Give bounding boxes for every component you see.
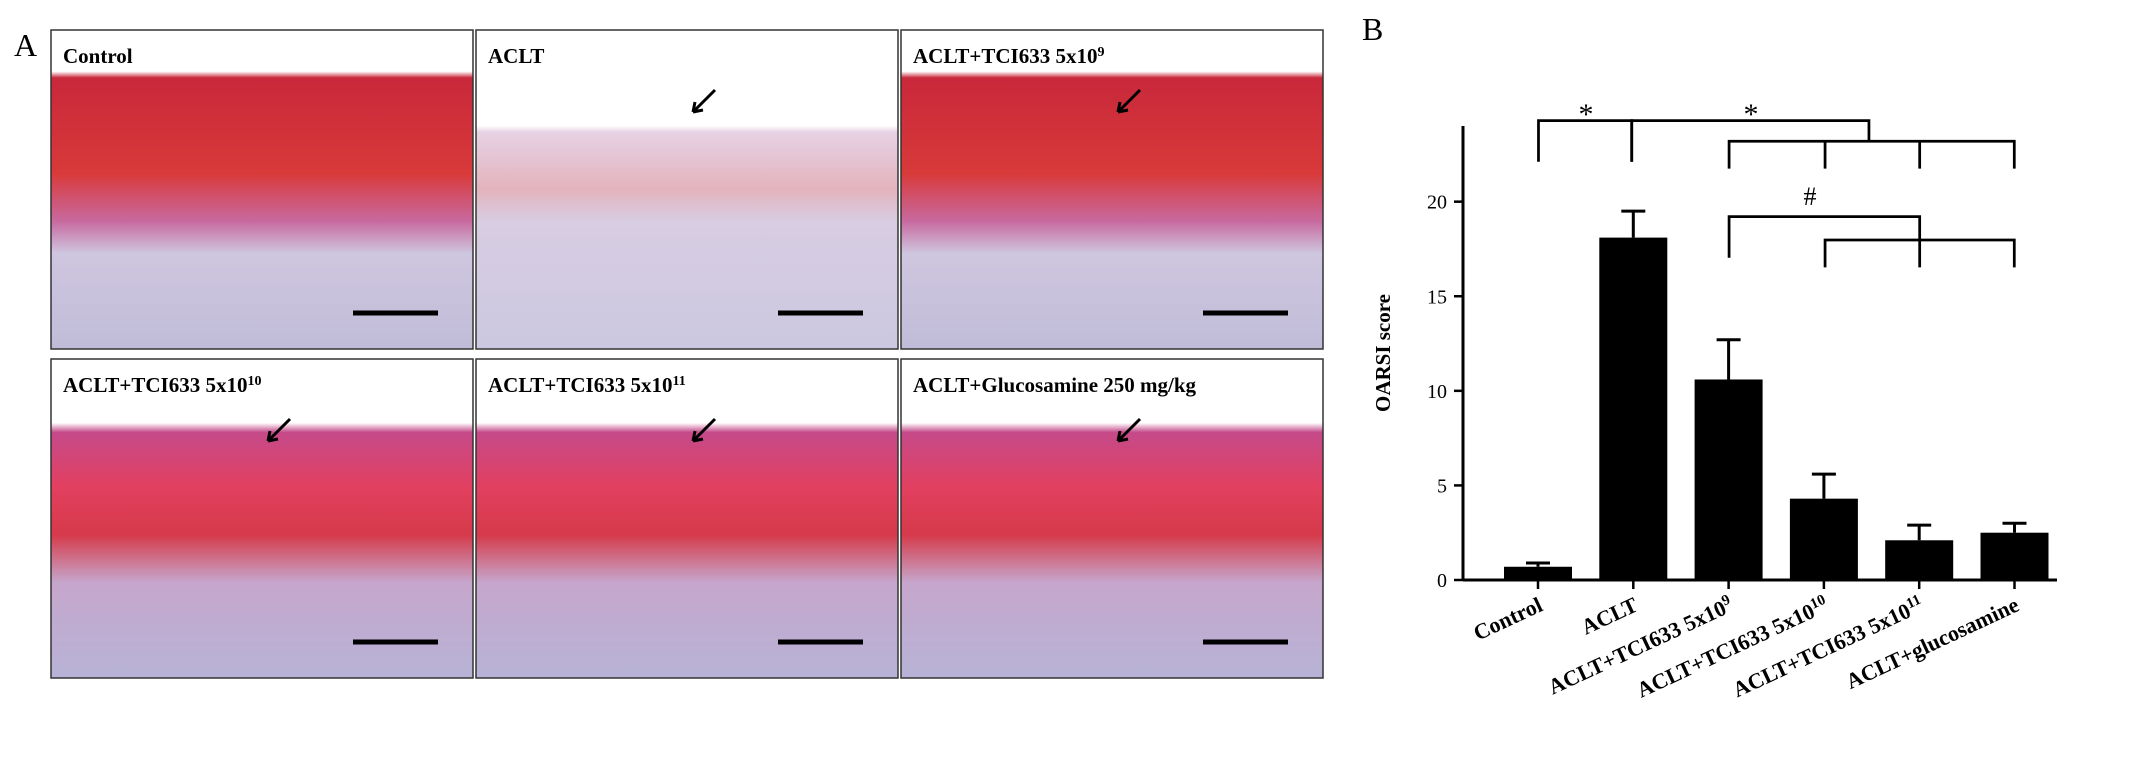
error-bar	[1716, 338, 1741, 380]
bar	[1694, 379, 1763, 580]
significance-mark: *	[1744, 98, 1759, 131]
panel-label: ACLT+TCI633 5x1011	[488, 373, 686, 397]
panel-label-text: ACLT+Glucosamine 250 mg/kg	[913, 373, 1197, 397]
x-tick-label-text: Control	[1469, 592, 1546, 645]
y-tick-label: 15	[1427, 286, 1447, 308]
x-tick-label-sup: 11	[1904, 592, 1924, 612]
panel-label-sup: 10	[247, 374, 261, 389]
x-tick-label: Control	[1469, 592, 1546, 645]
error-bar	[1621, 209, 1646, 238]
error-bar	[1811, 472, 1836, 499]
bar	[1504, 566, 1572, 580]
histology-image: Control	[50, 29, 474, 350]
significance-mark: *	[1579, 98, 1594, 131]
x-tick-label: ACLT	[1577, 592, 1641, 640]
histology-image: ACLT+TCI633 5x1011	[475, 358, 899, 679]
y-tick-label: 10	[1427, 381, 1447, 403]
significance-brackets	[1537, 119, 2016, 268]
panel-label: ACLT+Glucosamine 250 mg/kg	[913, 373, 1197, 397]
histology-image: ACLT+TCI633 5x109	[900, 29, 1324, 350]
panel-label-text: ACLT+TCI633 5x10	[913, 44, 1097, 68]
x-tick-label-sup: 10	[1808, 592, 1828, 613]
significance-mark: #	[1804, 182, 1817, 211]
bar	[1599, 237, 1668, 580]
y-axis-label: OARSI score	[1371, 294, 1395, 412]
x-tick-label-text: ACLT	[1577, 592, 1641, 640]
bar	[1980, 532, 2049, 580]
error-bar	[2002, 521, 2027, 533]
y-tick-label: 0	[1437, 570, 1447, 592]
panel-label: Control	[63, 44, 133, 68]
bar	[1789, 498, 1858, 580]
panel-label-sup: 11	[672, 374, 685, 389]
x-tick-label: ACLT+glucosamine	[1842, 592, 2023, 694]
panel-letter: A	[14, 27, 37, 63]
error-bar	[1907, 523, 1932, 541]
y-tick-label: 5	[1437, 475, 1447, 497]
panel-label-text: Control	[63, 44, 133, 68]
panel-label-sup: 9	[1097, 45, 1104, 60]
error-bar	[1526, 561, 1550, 567]
bar	[1885, 540, 1954, 580]
panel-label: ACLT+TCI633 5x109	[913, 44, 1104, 68]
x-tick-label-text: ACLT+glucosamine	[1842, 592, 2023, 694]
panel-label-text: ACLT+TCI633 5x10	[488, 373, 672, 397]
panel-label-text: ACLT+TCI633 5x10	[63, 373, 247, 397]
histology-image: ACLT	[475, 29, 899, 350]
histology-image: ACLT+Glucosamine 250 mg/kg	[900, 358, 1324, 679]
histology-image: ACLT+TCI633 5x1010	[50, 358, 474, 679]
y-tick-label: 20	[1427, 192, 1447, 214]
panel-label: ACLT+TCI633 5x1010	[63, 373, 261, 397]
panel-label: ACLT	[488, 44, 544, 68]
panel-letter: B	[1362, 11, 1383, 47]
panel-label-text: ACLT	[488, 44, 544, 68]
